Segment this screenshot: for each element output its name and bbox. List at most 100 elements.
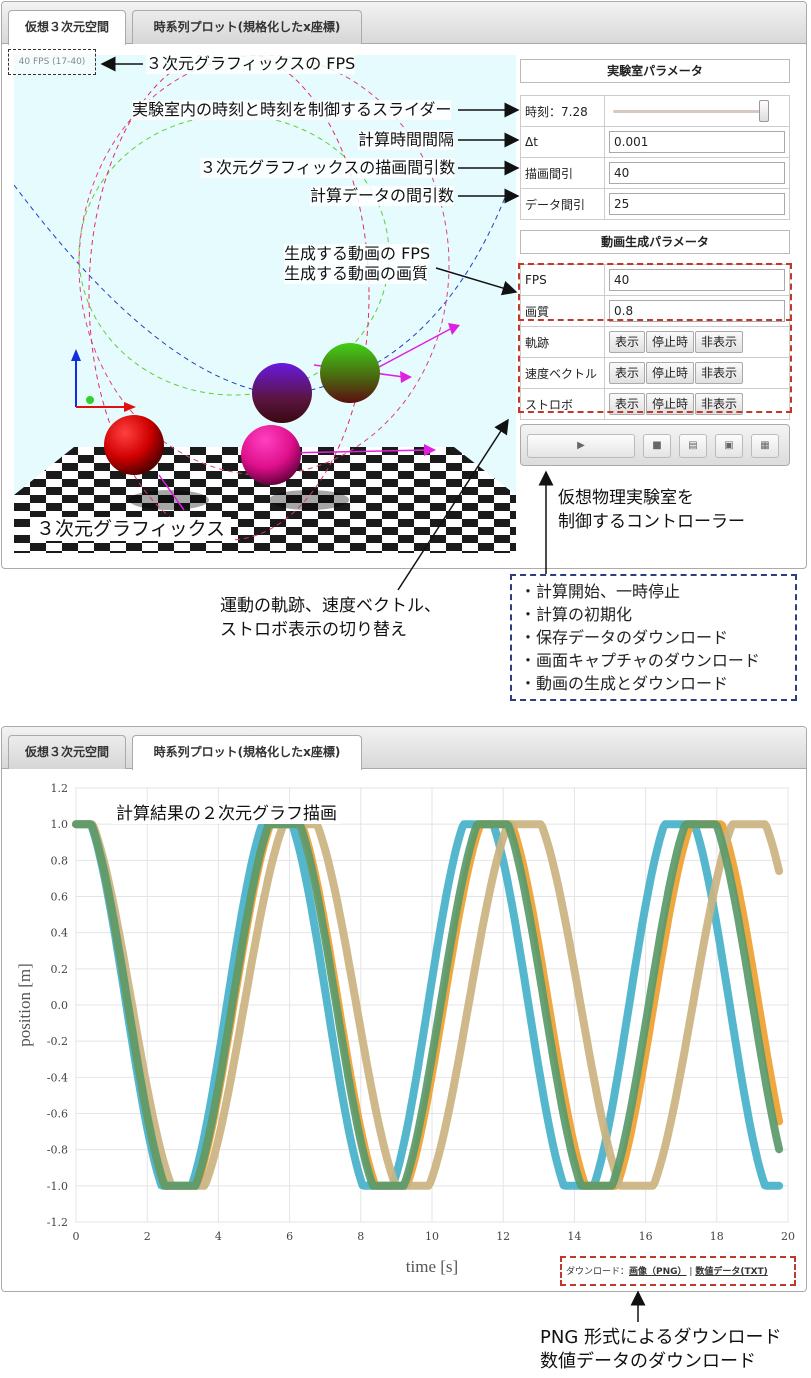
- video-fps-label: FPS: [520, 264, 605, 296]
- draw-skip-label: 描画間引: [520, 157, 605, 189]
- tab-time-series-2[interactable]: 時系列プロット(規格化したx座標): [132, 735, 362, 770]
- annotation-video-quality: 生成する動画の画質: [284, 264, 429, 284]
- video-params-header: 動画生成パラメータ: [520, 230, 790, 254]
- y-tick-label: -0.8: [47, 1144, 68, 1157]
- video-quality-input[interactable]: 0.8: [609, 300, 785, 322]
- trajectory-hide-button[interactable]: 非表示: [695, 331, 744, 353]
- trajectory-show-button[interactable]: 表示: [609, 331, 646, 353]
- film-icon: ▦: [760, 440, 770, 451]
- stop-icon: ■: [652, 440, 662, 451]
- x-axis-label: time [s]: [406, 1257, 458, 1276]
- data-skip-input[interactable]: 25: [609, 193, 785, 215]
- strobe-hide-button[interactable]: 非表示: [695, 393, 744, 415]
- tab-3d-space-2[interactable]: 仮想３次元空間: [8, 735, 126, 769]
- function-item: ・動画の生成とダウンロード: [520, 674, 729, 693]
- tab-bar: 仮想３次元空間 時系列プロット(規格化したx座標): [2, 2, 806, 45]
- download-links: ダウンロード：画像（PNG） | 数値データ(TXT): [566, 1264, 768, 1277]
- x-tick-label: 6: [286, 1230, 293, 1243]
- x-tick-label: 14: [567, 1230, 581, 1243]
- y-tick-label: -1.2: [47, 1216, 68, 1229]
- function-item: ・計算の初期化: [520, 605, 633, 624]
- magenta-ball: [241, 425, 301, 485]
- data-skip-label: データ間引: [520, 188, 605, 220]
- download-highlight: [560, 1256, 796, 1286]
- x-tick-label: 20: [781, 1230, 795, 1243]
- annotation-graph: 計算結果の２次元グラフ描画: [112, 804, 341, 824]
- trajectory-onstop-button[interactable]: 停止時: [646, 331, 695, 353]
- video-fps-input[interactable]: 40: [609, 269, 785, 291]
- annotation-toggle: 運動の軌跡、速度ベクトル、 ストロボ表示の切り替え: [220, 596, 441, 640]
- y-tick-label: 0.2: [51, 963, 69, 976]
- x-tick-label: 8: [357, 1230, 364, 1243]
- time-slider-cell: [604, 95, 790, 127]
- play-icon: ▶: [577, 440, 585, 451]
- scene-label: ３次元グラフィックス: [30, 517, 232, 541]
- annotation-download: PNG 形式によるダウンロード 数値データのダウンロード: [540, 1327, 782, 1372]
- strobe-onstop-button[interactable]: 停止時: [646, 393, 695, 415]
- velocity-onstop-button[interactable]: 停止時: [646, 362, 695, 384]
- purple-ball: [252, 363, 312, 423]
- y-tick-label: 0.4: [51, 927, 69, 940]
- annotation-video-fps: 生成する動画の FPS: [284, 244, 431, 264]
- player-controls: ▶ ■ ▤ ▣ ▦: [520, 424, 790, 466]
- play-button[interactable]: ▶: [527, 434, 635, 458]
- series-line: [72, 820, 784, 1190]
- x-tick-label: 2: [144, 1230, 151, 1243]
- velocity-label: 速度ベクトル: [520, 357, 605, 389]
- tab-3d-space[interactable]: 仮想３次元空間: [8, 10, 126, 45]
- y-tick-label: 1.2: [51, 782, 69, 795]
- save-icon: ▤: [688, 440, 698, 451]
- annotation-slider: 実験室内の時刻と時刻を制御するスライダー: [132, 100, 452, 120]
- lab-params-table: 時刻：7.28 Δt 0.001 描画間引 40 データ間引 25: [520, 95, 790, 220]
- dt-label: Δt: [520, 126, 605, 158]
- dt-input[interactable]: 0.001: [609, 131, 785, 153]
- y-tick-label: -0.6: [47, 1108, 68, 1121]
- save-button[interactable]: ▤: [679, 434, 707, 458]
- slider-track: [613, 110, 765, 113]
- velocity-hide-button[interactable]: 非表示: [695, 362, 744, 384]
- y-tick-label: -0.4: [47, 1071, 68, 1084]
- y-tick-label: -0.2: [47, 1035, 68, 1048]
- fps-readout: 40 FPS (17-40): [8, 49, 96, 75]
- tab-time-series[interactable]: 時系列プロット(規格化したx座標): [132, 10, 362, 44]
- time-label: 時刻：7.28: [520, 95, 605, 127]
- video-quality-label: 画質: [520, 295, 605, 327]
- x-tick-label: 10: [425, 1230, 439, 1243]
- download-separator: |: [689, 1267, 693, 1277]
- red-ball: [104, 415, 164, 475]
- function-item: ・保存データのダウンロード: [520, 628, 729, 647]
- download-txt-link[interactable]: 数値データ(TXT): [695, 1267, 768, 1277]
- tab-bar-2: 仮想３次元空間 時系列プロット(規格化したx座標): [2, 727, 806, 770]
- stop-button[interactable]: ■: [643, 434, 671, 458]
- lab-params-header: 実験室パラメータ: [520, 59, 790, 83]
- function-item: ・画面キャプチャのダウンロード: [520, 651, 760, 670]
- y-tick-label: -1.0: [47, 1180, 68, 1193]
- download-png-link[interactable]: 画像（PNG）: [629, 1267, 687, 1277]
- strobe-show-button[interactable]: 表示: [609, 393, 646, 415]
- capture-button[interactable]: ▣: [715, 434, 743, 458]
- velocity-show-button[interactable]: 表示: [609, 362, 646, 384]
- time-slider[interactable]: [609, 100, 785, 122]
- video-fps-highlight: [518, 263, 792, 321]
- draw-skip-input[interactable]: 40: [609, 162, 785, 184]
- x-tick-label: 12: [496, 1230, 510, 1243]
- annotation-fps: ３次元グラフィックスの FPS: [146, 54, 356, 74]
- y-tick-label: 0.0: [51, 999, 69, 1012]
- image-icon: ▣: [724, 440, 734, 451]
- strobe-label: ストロボ: [520, 388, 605, 420]
- annotation-data-skip: 計算データの間引数: [310, 186, 455, 206]
- video-button[interactable]: ▦: [751, 434, 779, 458]
- controller-functions-box: [510, 574, 797, 701]
- y-tick-label: 0.8: [51, 854, 69, 867]
- x-tick-label: 0: [73, 1230, 80, 1243]
- annotation-skip: ３次元グラフィックスの描画間引数: [200, 158, 456, 178]
- controller-functions-list: ・計算開始、一時停止 ・計算の初期化 ・保存データのダウンロード ・画面キャプチ…: [514, 576, 796, 700]
- x-tick-label: 4: [215, 1230, 222, 1243]
- download-prefix: ダウンロード：: [566, 1267, 630, 1277]
- slider-thumb[interactable]: [759, 100, 769, 122]
- y-axis-label: position [m]: [15, 963, 34, 1047]
- green-ball: [320, 343, 380, 403]
- x-tick-label: 18: [710, 1230, 724, 1243]
- y-tick-label: 0.6: [51, 891, 69, 904]
